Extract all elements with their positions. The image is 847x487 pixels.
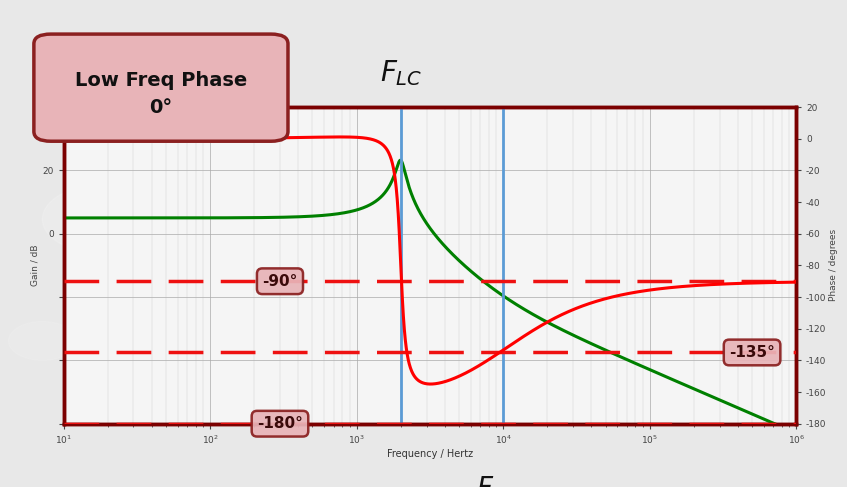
- Text: $F_{ESR}$: $F_{ESR}$: [476, 474, 530, 487]
- Y-axis label: Phase / degrees: Phase / degrees: [829, 229, 839, 301]
- Text: Y2: Y2: [71, 95, 80, 104]
- Text: $F_{LC}$: $F_{LC}$: [379, 58, 422, 88]
- Text: -90°: -90°: [263, 274, 297, 289]
- Text: -180°: -180°: [257, 416, 303, 431]
- Y-axis label: Gain / dB: Gain / dB: [30, 244, 40, 286]
- X-axis label: Frequency / Hertz: Frequency / Hertz: [387, 449, 473, 459]
- Text: -135°: -135°: [729, 345, 775, 360]
- Text: 0°: 0°: [149, 97, 173, 117]
- Text: Low Freq Phase: Low Freq Phase: [75, 71, 247, 90]
